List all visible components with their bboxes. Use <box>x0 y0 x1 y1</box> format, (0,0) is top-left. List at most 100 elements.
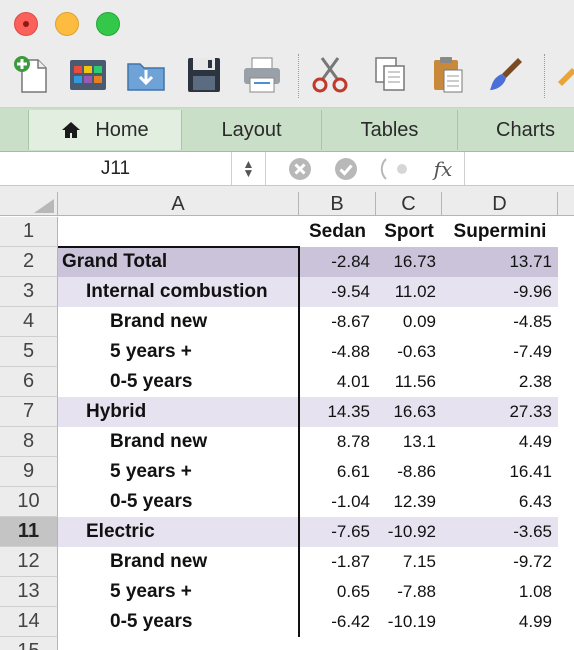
tab-home[interactable]: Home <box>28 110 182 150</box>
cell-supermini[interactable]: 13.71 <box>442 247 558 277</box>
table-row: 6 0-5 years 4.01 11.56 2.38 <box>0 367 574 397</box>
cell-supermini[interactable]: 27.33 <box>442 397 558 427</box>
column-header-b[interactable]: B <box>299 192 376 216</box>
cell[interactable] <box>58 217 298 247</box>
cell-sedan[interactable]: -1.87 <box>331 552 370 571</box>
tab-charts[interactable]: Charts <box>458 110 574 150</box>
row-header[interactable]: 10 <box>0 487 58 517</box>
cell-sedan[interactable]: 14.35 <box>299 397 376 427</box>
cell-sport[interactable]: 0.09 <box>402 312 436 331</box>
cell-sport[interactable]: -8.86 <box>397 462 436 481</box>
cell-sedan[interactable]: 6.61 <box>336 462 370 481</box>
cell-sedan[interactable]: 4.01 <box>336 372 370 391</box>
cell-supermini[interactable]: -9.96 <box>442 277 558 307</box>
paste-icon[interactable] <box>426 52 470 96</box>
cell-sedan[interactable]: 8.78 <box>336 432 370 451</box>
column-header-a[interactable]: A <box>58 192 299 216</box>
column-header-d[interactable]: D <box>442 192 558 216</box>
row-label[interactable]: Electric <box>58 517 298 547</box>
more-icon[interactable] <box>552 52 574 96</box>
row-label[interactable]: 0-5 years <box>110 371 193 392</box>
cell-supermini[interactable]: 4.49 <box>518 432 552 451</box>
cell-sport[interactable]: 12.39 <box>393 492 436 511</box>
gallery-icon[interactable] <box>66 52 110 96</box>
cell-sport[interactable]: -7.88 <box>397 582 436 601</box>
row-header[interactable]: 1 <box>0 217 58 247</box>
tab-tables[interactable]: Tables <box>322 110 458 150</box>
row-label[interactable]: 5 years + <box>110 461 192 482</box>
cell-sport[interactable]: 11.56 <box>394 372 436 391</box>
cell-sport[interactable]: 7.15 <box>402 552 436 571</box>
new-document-icon[interactable] <box>10 52 54 96</box>
cell-sedan[interactable]: -9.54 <box>299 277 376 307</box>
cell-supermini[interactable]: 6.43 <box>518 492 552 511</box>
cell-sport[interactable]: -0.63 <box>397 342 436 361</box>
row-header[interactable]: 14 <box>0 607 58 637</box>
cell-sport[interactable]: 16.63 <box>376 397 442 427</box>
row-header[interactable]: 4 <box>0 307 58 337</box>
row-label[interactable]: Brand new <box>110 431 208 452</box>
column-header-c[interactable]: C <box>376 192 442 216</box>
row-label[interactable]: Brand new <box>110 311 208 332</box>
cut-icon[interactable] <box>308 52 352 96</box>
cell-sedan[interactable]: -6.42 <box>331 612 370 631</box>
cell-sedan[interactable]: 0.65 <box>336 582 370 601</box>
row-header-active[interactable]: 11 <box>0 517 58 547</box>
row-header[interactable]: 12 <box>0 547 58 577</box>
cell-supermini[interactable]: 1.08 <box>518 582 552 601</box>
column-label-sedan[interactable]: Sedan <box>308 221 367 242</box>
cell-sport[interactable]: 11.02 <box>376 277 442 307</box>
row-label[interactable]: Hybrid <box>58 397 298 427</box>
row-label[interactable]: 0-5 years <box>110 491 193 512</box>
cell-supermini[interactable]: 16.41 <box>509 462 552 481</box>
cell-supermini[interactable]: -9.72 <box>513 552 552 571</box>
confirm-icon[interactable] <box>334 157 358 181</box>
row-label[interactable]: 5 years + <box>110 341 192 362</box>
select-all-corner[interactable] <box>0 192 58 216</box>
row-label[interactable]: Grand Total <box>58 247 298 277</box>
row-label[interactable]: Brand new <box>110 551 208 572</box>
copy-icon[interactable] <box>368 52 412 96</box>
row-header[interactable]: 5 <box>0 337 58 367</box>
cell-sedan[interactable]: -8.67 <box>331 312 370 331</box>
row-label[interactable]: 0-5 years <box>110 611 193 632</box>
minimize-window-button[interactable] <box>55 12 79 36</box>
cell-supermini[interactable]: -3.65 <box>442 517 558 547</box>
column-label-supermini[interactable]: Supermini <box>453 221 547 242</box>
fx-icon[interactable]: fx <box>433 157 453 181</box>
cell-sport[interactable]: -10.92 <box>376 517 442 547</box>
function-wizard-icon[interactable] <box>378 157 422 181</box>
row-header[interactable]: 7 <box>0 397 58 427</box>
row-header[interactable]: 6 <box>0 367 58 397</box>
row-header[interactable]: 3 <box>0 277 58 307</box>
row-header[interactable]: 15 <box>0 637 58 650</box>
cell-supermini[interactable]: 4.99 <box>518 612 552 631</box>
row-label[interactable]: Internal combustion <box>58 277 298 307</box>
row-header[interactable]: 13 <box>0 577 58 607</box>
save-icon[interactable] <box>182 52 226 96</box>
cell-sedan[interactable]: -4.88 <box>331 342 370 361</box>
column-label-sport[interactable]: Sport <box>384 221 434 242</box>
close-window-button[interactable] <box>14 12 38 36</box>
cell-sport[interactable]: 13.1 <box>402 432 436 451</box>
cell-sport[interactable]: -10.19 <box>387 612 436 631</box>
row-header[interactable]: 9 <box>0 457 58 487</box>
cell-sedan[interactable]: -2.84 <box>299 247 376 277</box>
row-label[interactable]: 5 years + <box>110 581 192 602</box>
zoom-window-button[interactable] <box>96 12 120 36</box>
cell-sedan[interactable]: -1.04 <box>331 492 370 511</box>
name-box[interactable]: J11 <box>0 152 232 185</box>
cell-supermini[interactable]: -4.85 <box>513 312 552 331</box>
tab-layout[interactable]: Layout <box>182 110 322 150</box>
cell-supermini[interactable]: 2.38 <box>518 372 552 391</box>
cell-sport[interactable]: 16.73 <box>376 247 442 277</box>
row-header[interactable]: 8 <box>0 427 58 457</box>
cell-sedan[interactable]: -7.65 <box>299 517 376 547</box>
print-icon[interactable] <box>240 52 284 96</box>
cancel-icon[interactable] <box>288 157 312 181</box>
row-header[interactable]: 2 <box>0 247 58 277</box>
cell-supermini[interactable]: -7.49 <box>513 342 552 361</box>
name-box-stepper[interactable]: ▲ ▼ <box>232 152 266 185</box>
format-brush-icon[interactable] <box>484 52 528 96</box>
open-folder-icon[interactable] <box>124 52 168 96</box>
